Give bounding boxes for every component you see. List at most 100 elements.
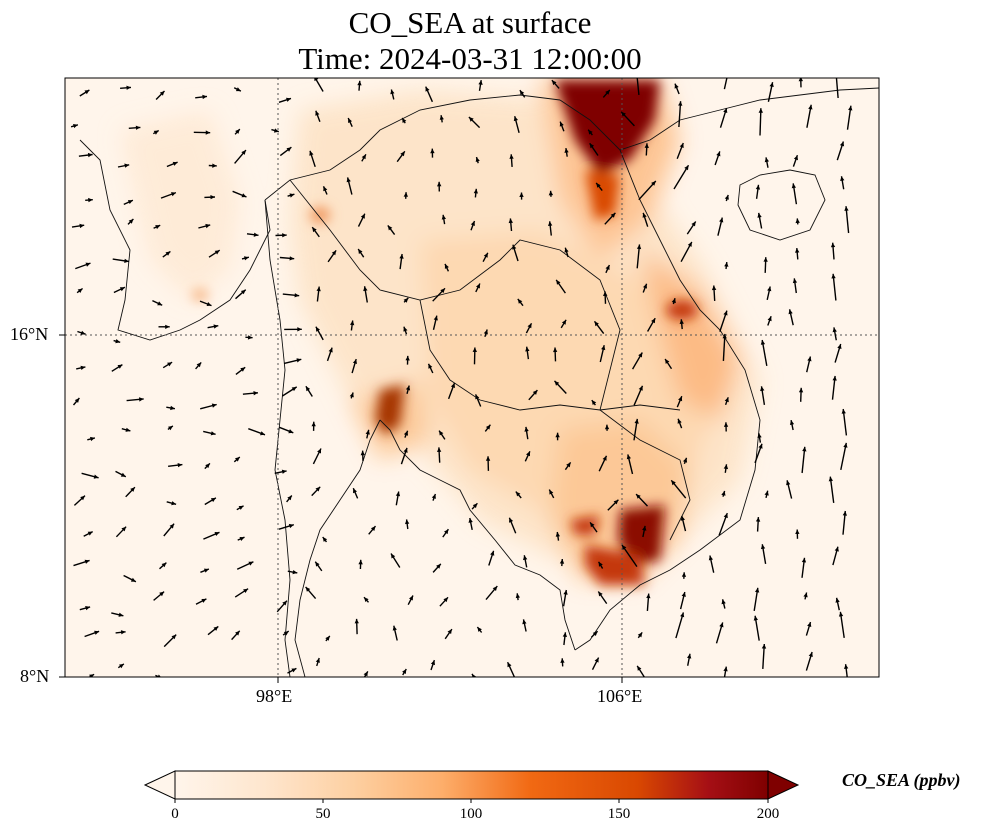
wind-arrow-head: [723, 108, 728, 113]
wind-vectors: [70, 78, 853, 677]
wind-arrow-head: [286, 97, 291, 102]
wind-arrow-head: [522, 619, 527, 625]
wind-arrow-head: [402, 118, 407, 123]
wind-arrow-head: [841, 409, 846, 414]
wind-arrow-head: [90, 436, 95, 442]
wind-arrow-head: [760, 386, 765, 392]
wind-arrow-head: [135, 125, 141, 130]
wind-arrow-head: [801, 557, 807, 563]
wind-arrow-head: [476, 283, 480, 289]
wind-arrow-head: [235, 87, 241, 92]
wind-arrow-head: [637, 665, 642, 671]
wind-arrow-head: [723, 666, 728, 672]
wind-arrow-head: [789, 420, 795, 425]
wind-arrow-head: [239, 537, 245, 541]
wind-arrow-head: [281, 469, 287, 474]
wind-arrow-head: [687, 241, 692, 247]
wind-arrow-head: [527, 323, 532, 329]
wind-arrow-head: [786, 480, 791, 486]
wind-arrow-head: [328, 347, 333, 353]
wind-arrow-head: [170, 405, 175, 411]
wind-arrow-head: [317, 448, 321, 454]
wind-arrow-head: [127, 200, 133, 204]
wind-arrow-head: [721, 490, 726, 496]
wind-arrow-head: [802, 446, 807, 452]
wind-arrow-head: [753, 615, 758, 621]
wind-arrow-head: [834, 546, 839, 552]
wind-arrow-head: [830, 242, 836, 248]
wind-arrow-head: [683, 457, 688, 463]
wind-arrow-head: [509, 154, 514, 159]
wind-arrow-head: [241, 150, 246, 155]
wind-arrow-head: [679, 143, 684, 148]
wind-arrow-head: [674, 83, 679, 89]
wind-arrow-head: [844, 206, 849, 211]
wind-arrow-head: [795, 248, 800, 253]
wind-arrow-head: [478, 80, 483, 85]
wind-arrow-head: [248, 561, 254, 566]
wind-arrow-head: [723, 422, 729, 427]
wind-arrow-head: [711, 285, 717, 291]
wind-arrow-head: [444, 263, 449, 269]
wind-arrow-head: [549, 489, 554, 495]
wind-arrow-head: [273, 128, 279, 133]
wind-arrow-head: [723, 310, 728, 316]
lat-label-8n: 8°N: [20, 666, 50, 686]
wind-arrow-head: [439, 430, 444, 436]
wind-arrow-head: [559, 121, 564, 127]
wind-arrow-head: [358, 559, 363, 565]
wind-arrow-head: [642, 212, 647, 218]
wind-arrow-head: [139, 397, 144, 402]
wind-arrow-head: [403, 297, 409, 303]
wind-arrow-head: [691, 221, 696, 227]
wind-arrow-head: [322, 537, 328, 542]
wind-arrow-head: [472, 347, 477, 352]
wind-arrow-head: [213, 626, 219, 631]
wind-arrow-head: [716, 151, 721, 157]
wind-arrow-head: [517, 298, 523, 304]
wind-arrow-head: [391, 553, 396, 559]
wind-arrow-head: [758, 443, 763, 449]
wind-arrow-head: [808, 652, 813, 657]
wind-arrow-head: [798, 387, 804, 393]
colorbar-label: CO_SEA (ppbv): [842, 770, 961, 790]
map-time-subtitle: Time: 2024-03-31 12:00:00: [298, 41, 642, 76]
wind-arrow-head: [507, 662, 512, 668]
wind-arrow-head: [485, 424, 491, 430]
wind-arrow-head: [681, 592, 686, 597]
wind-arrow-head: [87, 531, 93, 536]
wind-arrow-head: [316, 286, 321, 292]
wind-arrow-head: [171, 634, 177, 640]
wind-arrow-head: [291, 668, 297, 673]
wind-arrow-head: [835, 597, 840, 603]
wind-arrow-head: [678, 101, 683, 106]
wind-arrow-head: [430, 660, 435, 666]
wind-arrow-head: [684, 165, 689, 171]
wind-arrow-head: [472, 503, 478, 509]
wind-arrow-head: [93, 474, 99, 479]
wind-arrow-head: [349, 392, 354, 398]
wind-arrow-head: [450, 383, 455, 388]
colorbar-gradient: [174, 770, 769, 800]
wind-arrow-head: [642, 525, 647, 531]
wind-arrow: [723, 78, 728, 90]
lat-label-16n: 16°N: [10, 324, 49, 344]
wind-arrow-head: [508, 218, 513, 224]
wind-arrow-head: [315, 658, 320, 663]
wind-arrow-head: [475, 157, 480, 162]
wind-arrow-head: [440, 288, 445, 294]
wind-arrow-head: [159, 591, 165, 597]
wind-arrow-head: [680, 612, 685, 618]
wind-arrow-head: [798, 78, 803, 82]
wind-arrow-head: [171, 192, 176, 197]
wind-arrow-head: [243, 588, 249, 593]
wind-arrow: [835, 78, 839, 99]
wind-arrow-head: [509, 517, 514, 523]
wind-arrow-head: [519, 192, 524, 197]
wind-arrow: [636, 78, 640, 95]
colorbar-extend-high: [767, 770, 800, 800]
wind-arrow-head: [755, 587, 760, 593]
coastlines: [79, 87, 879, 677]
wind-arrow-head: [80, 495, 85, 501]
wind-arrow-head: [212, 163, 217, 168]
